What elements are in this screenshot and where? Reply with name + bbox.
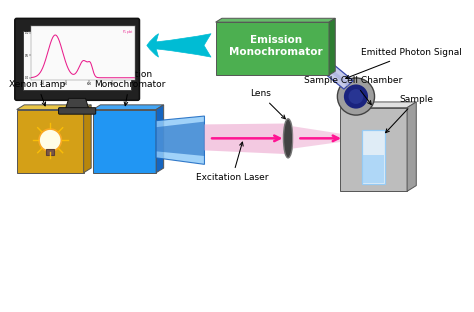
FancyBboxPatch shape: [15, 18, 139, 100]
Polygon shape: [156, 116, 204, 164]
FancyBboxPatch shape: [364, 155, 384, 183]
FancyBboxPatch shape: [363, 130, 385, 184]
Polygon shape: [279, 27, 349, 86]
Text: Sample: Sample: [386, 95, 434, 133]
Polygon shape: [329, 18, 335, 75]
Text: Sample Cell Chamber: Sample Cell Chamber: [304, 76, 402, 105]
Text: Excitation Laser: Excitation Laser: [196, 142, 269, 182]
FancyBboxPatch shape: [23, 31, 131, 90]
Text: Emission
Monochromator: Emission Monochromator: [229, 35, 323, 57]
Polygon shape: [93, 105, 164, 110]
Text: PL plot: PL plot: [123, 30, 132, 34]
Ellipse shape: [283, 119, 293, 158]
Ellipse shape: [348, 89, 364, 104]
Polygon shape: [407, 102, 416, 191]
Ellipse shape: [344, 85, 368, 109]
Polygon shape: [293, 126, 346, 149]
FancyBboxPatch shape: [340, 108, 407, 191]
FancyBboxPatch shape: [59, 108, 96, 114]
Text: Excitation
Monochromator: Excitation Monochromator: [94, 70, 166, 106]
Polygon shape: [275, 24, 353, 89]
Polygon shape: [204, 124, 288, 154]
Polygon shape: [156, 105, 164, 173]
Circle shape: [39, 129, 61, 151]
Polygon shape: [340, 102, 416, 108]
Polygon shape: [156, 122, 204, 156]
FancyBboxPatch shape: [17, 110, 83, 173]
FancyBboxPatch shape: [216, 22, 329, 75]
Polygon shape: [17, 105, 91, 110]
Text: Emitted Photon Signal: Emitted Photon Signal: [346, 48, 462, 79]
Polygon shape: [216, 18, 335, 22]
FancyBboxPatch shape: [46, 149, 54, 155]
Polygon shape: [83, 105, 91, 173]
Polygon shape: [65, 98, 89, 110]
Text: Xenon Lamp: Xenon Lamp: [9, 80, 65, 106]
FancyBboxPatch shape: [93, 110, 156, 173]
Ellipse shape: [337, 78, 374, 115]
Text: Lens: Lens: [250, 89, 285, 119]
